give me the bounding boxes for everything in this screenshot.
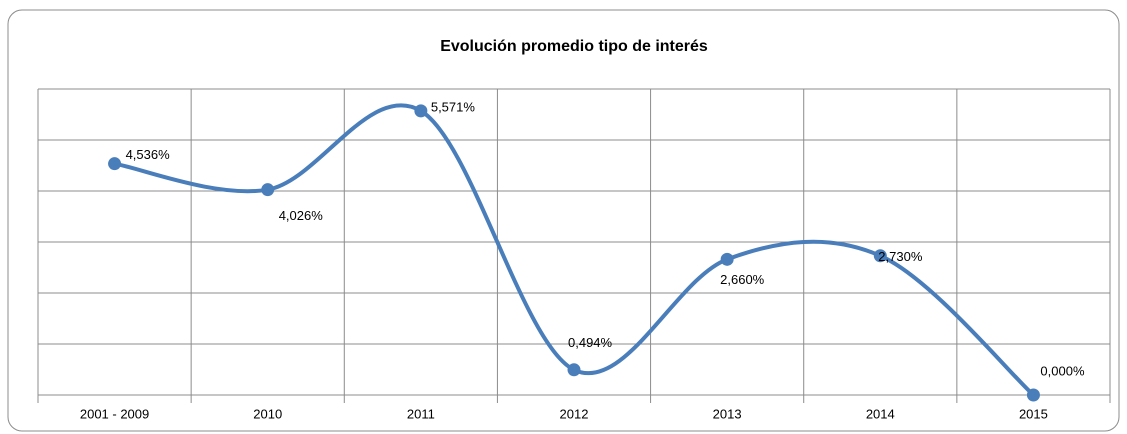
- x-tick-label: 2012: [560, 406, 589, 421]
- chart-frame: [7, 9, 1120, 432]
- data-label: 2,660%: [720, 272, 765, 287]
- x-tick-label: 2013: [713, 406, 742, 421]
- data-point: [567, 363, 581, 377]
- x-tick-label: 2001 - 2009: [80, 406, 149, 421]
- data-label: 4,536%: [126, 147, 171, 162]
- data-point: [720, 252, 734, 266]
- data-label: 4,026%: [279, 208, 324, 223]
- data-point: [1026, 388, 1040, 402]
- chart-title: Evolución promedio tipo de interés: [440, 38, 708, 55]
- data-point: [414, 104, 428, 118]
- data-label: 0,000%: [1040, 363, 1085, 378]
- data-label: 5,571%: [431, 99, 476, 114]
- x-tick-label: 2014: [866, 406, 895, 421]
- data-point: [261, 183, 275, 197]
- x-tick-label: 2011: [407, 406, 435, 421]
- data-point: [873, 249, 887, 263]
- x-tick-label: 2010: [253, 406, 282, 421]
- data-label: 2,730%: [878, 249, 923, 264]
- data-point: [108, 157, 122, 171]
- x-tick-label: 2015: [1019, 406, 1048, 421]
- data-label: 0,494%: [568, 335, 613, 350]
